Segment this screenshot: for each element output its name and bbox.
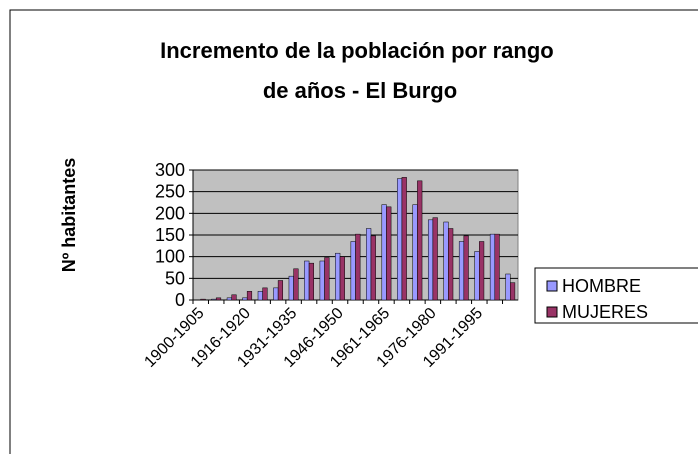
legend-swatch (546, 280, 558, 292)
bar (200, 298, 206, 301)
legend (534, 267, 698, 324)
bar (308, 262, 314, 301)
bar (505, 273, 511, 301)
bar (427, 219, 434, 301)
bar (226, 297, 232, 301)
bar (304, 260, 310, 301)
bar (211, 298, 217, 301)
bar (386, 206, 392, 301)
title-line: de años - El Burgo (263, 78, 457, 103)
bar (324, 257, 330, 301)
y-tick-label: 100 (155, 247, 185, 267)
bar (335, 252, 341, 301)
y-axis-label: Nº habitantes (59, 158, 79, 273)
bar (257, 291, 263, 301)
bar (366, 228, 372, 301)
bar (474, 251, 480, 301)
bar (412, 204, 418, 301)
bar (273, 287, 279, 301)
bar (339, 256, 345, 301)
y-tick-label: 0 (175, 290, 185, 310)
bar (479, 241, 485, 301)
bar (370, 235, 376, 301)
legend-label: HOMBRE (562, 276, 641, 296)
bar (401, 177, 407, 301)
bar (355, 233, 361, 301)
y-tick-label: 200 (155, 203, 185, 223)
y-tick-label: 300 (155, 160, 185, 180)
bar (215, 297, 222, 301)
y-tick-label: 250 (155, 182, 185, 202)
bar (417, 180, 423, 301)
chart-title: Incremento de la población por rango de … (160, 38, 560, 103)
bar (458, 241, 465, 301)
bar (432, 217, 438, 301)
bar (463, 235, 469, 301)
legend-swatch (546, 306, 558, 318)
bar (293, 268, 299, 301)
bar (262, 287, 268, 301)
bar (443, 221, 449, 301)
y-tick-label: 50 (165, 268, 185, 288)
bar (242, 297, 248, 301)
bar (350, 241, 356, 301)
legend-label: MUJERES (562, 302, 648, 322)
bar (448, 228, 454, 301)
bar (381, 204, 387, 301)
bar (288, 275, 294, 301)
bar (510, 282, 516, 301)
bar (277, 280, 284, 301)
bar (494, 233, 500, 301)
bar (231, 294, 237, 301)
bar (319, 260, 325, 301)
bar (489, 233, 496, 301)
title-line: Incremento de la población por rango (160, 38, 554, 63)
y-tick-label: 150 (155, 225, 185, 245)
bar (246, 291, 253, 301)
bar (397, 178, 403, 301)
